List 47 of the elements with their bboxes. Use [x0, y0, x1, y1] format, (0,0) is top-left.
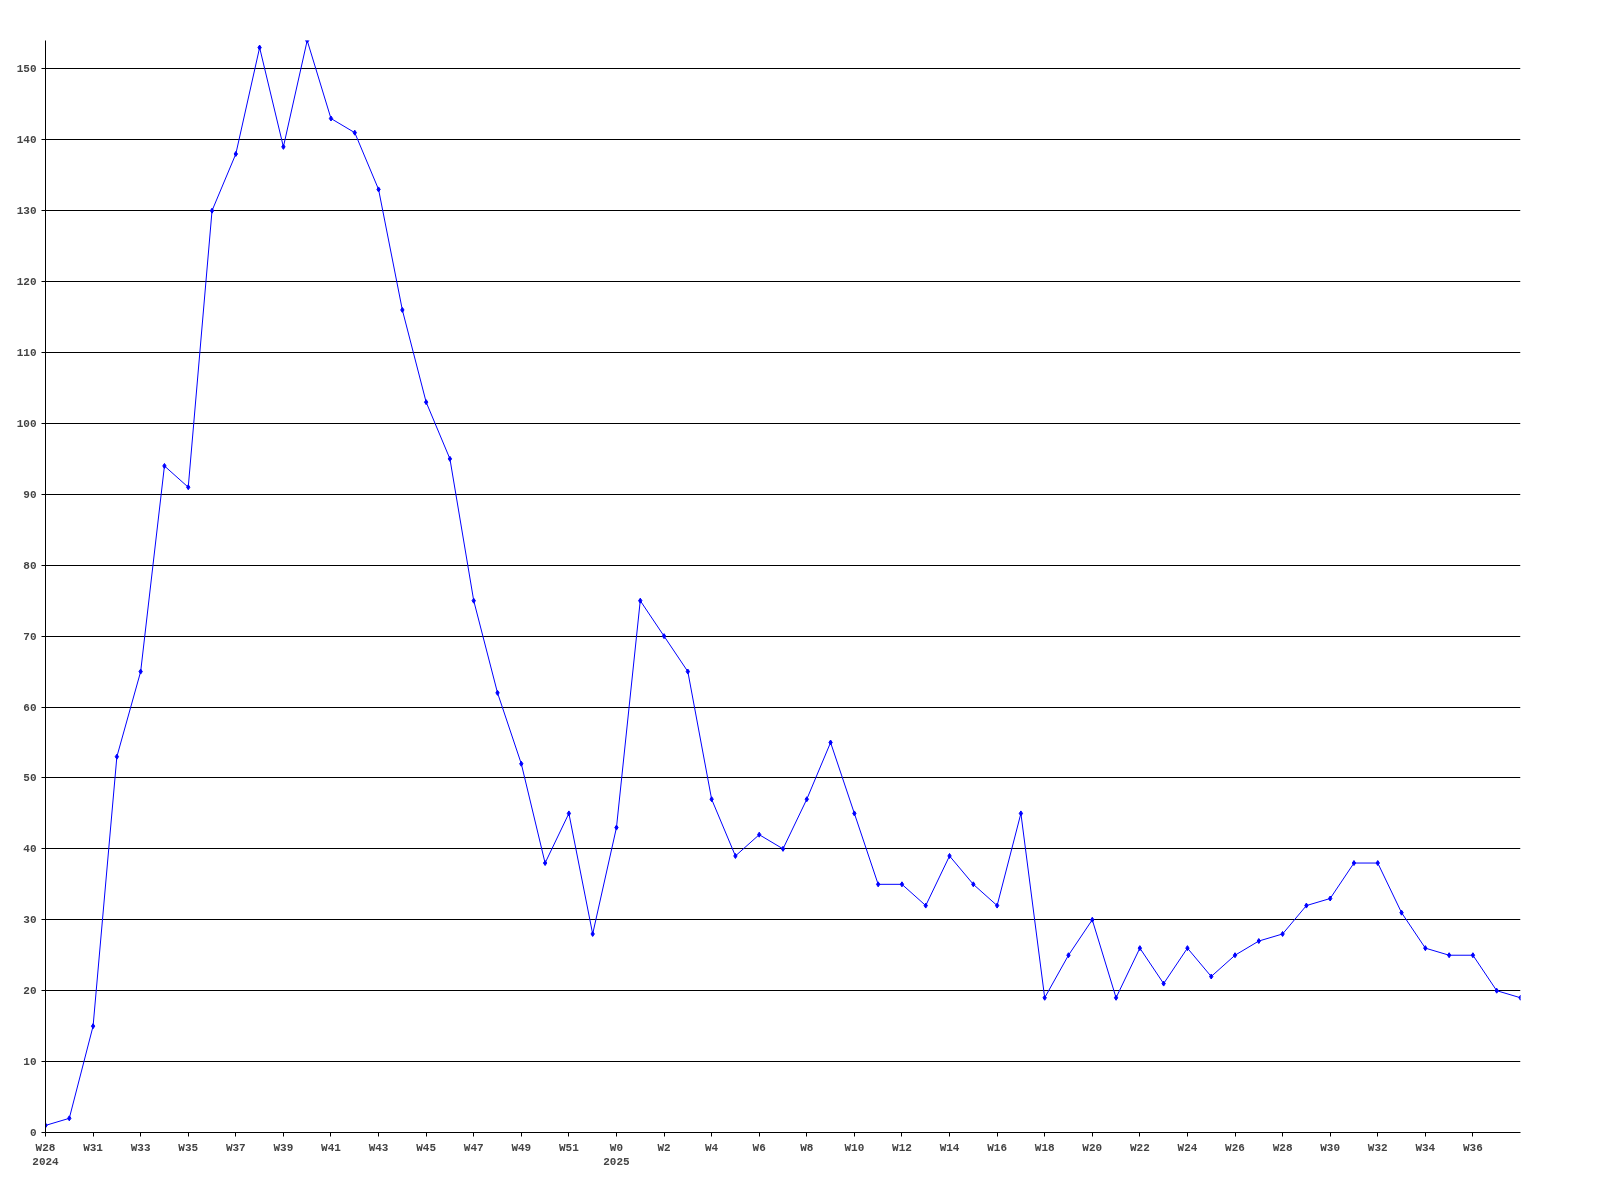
x-tick-label: W22	[1129, 1141, 1150, 1154]
y-tick-label: 70	[23, 630, 37, 643]
x-tick-label: W35	[178, 1141, 199, 1154]
y-tick-label: 50	[23, 772, 37, 785]
x-tick-label: W47	[463, 1141, 484, 1154]
x-tick-label: W10	[844, 1141, 865, 1154]
y-tick-label: 130	[16, 205, 37, 218]
x-tick-label: W20	[1082, 1141, 1103, 1154]
y-tick-label: 40	[23, 843, 37, 856]
x-tick-label: W45	[416, 1141, 437, 1154]
y-tick-label: 150	[16, 63, 37, 76]
y-tick-label: 20	[23, 985, 37, 998]
x-tick-label: W26	[1225, 1141, 1245, 1154]
x-tick-label: W12	[892, 1141, 912, 1154]
x-tick-label: W49	[511, 1141, 532, 1154]
y-tick-label: 0	[29, 1127, 37, 1139]
x-tick-label: W24	[1177, 1141, 1198, 1154]
y-tick-label: 60	[23, 701, 37, 714]
y-tick-label: 90	[23, 488, 37, 501]
x-tick-label: W16	[987, 1141, 1008, 1154]
x-tick-label: W0 2025	[603, 1141, 631, 1168]
x-tick-label: W28 2024	[32, 1141, 60, 1168]
x-tick-label: W39	[273, 1141, 294, 1154]
x-tick-label: W41	[321, 1141, 342, 1154]
y-tick-label: 30	[23, 914, 37, 927]
x-tick-label: W2	[657, 1141, 671, 1154]
x-tick-label: W8	[800, 1141, 814, 1154]
x-tick-label: W33	[130, 1141, 151, 1154]
x-tick-label: W43	[368, 1141, 389, 1154]
y-tick-label: 10	[23, 1056, 37, 1069]
x-tick-label: W28	[1272, 1141, 1293, 1154]
x-tick-label: W4	[705, 1141, 719, 1154]
x-tick-label: W6	[752, 1141, 766, 1154]
y-tick-label: 100	[16, 417, 37, 430]
y-tick-label: 140	[16, 134, 37, 147]
x-tick-label: W31	[83, 1141, 104, 1154]
x-tick-label: W51	[558, 1141, 580, 1154]
x-tick-label: W30	[1320, 1141, 1341, 1154]
x-tick-label: W32	[1367, 1141, 1388, 1154]
y-tick-label: 80	[23, 559, 37, 572]
x-tick-label: W34	[1415, 1141, 1436, 1154]
x-tick-label: W18	[1034, 1141, 1055, 1154]
y-tick-label: 120	[16, 276, 37, 289]
x-tick-label: W14	[939, 1141, 960, 1154]
x-tick-label: W36	[1463, 1141, 1483, 1154]
x-tick-label: W37	[225, 1141, 246, 1154]
y-tick-label: 110	[16, 347, 37, 359]
